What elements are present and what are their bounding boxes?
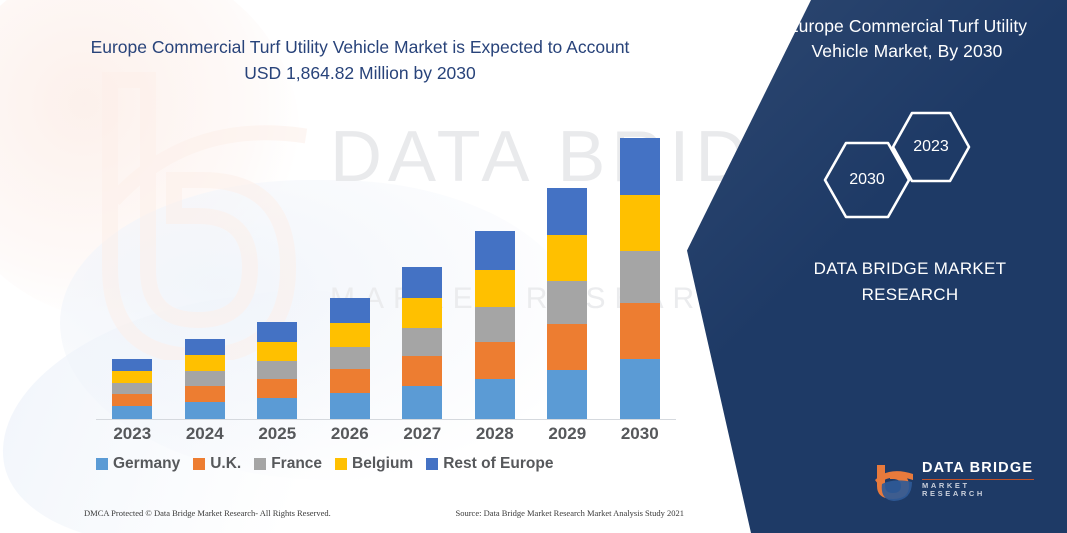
x-axis-label-2028: 2028: [475, 424, 514, 443]
bar-2025: [257, 322, 298, 419]
bar-segment-2024-belgium: [184, 355, 225, 371]
logo-text: DATA BRIDGE MARKET RESEARCH: [922, 460, 1037, 499]
bar-segment-2023-u-k: [112, 394, 153, 406]
hexagon-outline-icon: [823, 141, 911, 219]
bar-segment-2024-germany: [184, 402, 225, 419]
bar-segment-2025-belgium: [257, 342, 298, 361]
hexagon-group: 2030 2023: [812, 108, 1002, 223]
bar-segment-2024-rest-of-europe: [184, 339, 225, 355]
bar-2029: [547, 188, 588, 419]
footer: DMCA Protected © Data Bridge Market Rese…: [84, 508, 684, 518]
bar-segment-2030-france: [619, 251, 660, 303]
page-title: Europe Commercial Turf Utility Vehicle M…: [90, 37, 630, 84]
x-axis-label-2027: 2027: [403, 424, 442, 443]
bar-segment-2029-france: [547, 281, 588, 324]
x-axis-label-2026: 2026: [330, 424, 369, 443]
bar-segment-2024-france: [184, 371, 225, 386]
bar-segment-2030-rest-of-europe: [619, 138, 660, 195]
bar-2023: [112, 359, 153, 419]
bar-segment-2028-germany: [474, 379, 515, 419]
bar-segment-2026-u-k: [329, 369, 370, 393]
bar-segment-2029-u-k: [547, 324, 588, 370]
x-axis-label-2025: 2025: [258, 424, 297, 443]
panel-title: Europe Commercial Turf Utility Vehicle M…: [786, 16, 1028, 62]
bar-segment-2027-france: [402, 328, 443, 356]
legend-label-germany: Germany: [113, 455, 181, 472]
logo: DATA BRIDGE MARKET RESEARCH: [872, 458, 1037, 504]
chart-plot-area: [96, 138, 676, 420]
x-axis-labels: 2023 2024 2025 2026 2027 2028 2029 2030: [96, 424, 676, 450]
bar-segment-2025-germany: [257, 398, 298, 419]
legend-swatch-belgium: [335, 458, 348, 470]
legend-swatch-germany: [96, 458, 108, 470]
bar-segment-2023-rest-of-europe: [112, 359, 153, 371]
bar-segment-2030-u-k: [619, 303, 660, 359]
bar-2024: [184, 339, 225, 419]
stacked-bar-chart: [96, 110, 676, 420]
bar-segment-2030-belgium: [619, 195, 660, 251]
logo-divider: [922, 478, 1034, 480]
bar-2028: [474, 231, 515, 419]
x-axis-label-2024: 2024: [185, 424, 224, 443]
bar-segment-2026-germany: [329, 393, 370, 419]
bar-segment-2026-rest-of-europe: [329, 298, 370, 323]
bar-2027: [402, 267, 443, 419]
panel-brand-text: DATA BRIDGE MARKET RESEARCH: [813, 259, 1007, 304]
bar-segment-2025-rest-of-europe: [257, 322, 298, 342]
hexagon-outline-icon: [891, 111, 971, 183]
bar-segment-2027-u-k: [402, 356, 443, 386]
bar-segment-2029-rest-of-europe: [547, 188, 588, 235]
bar-segment-2029-belgium: [547, 235, 588, 281]
bar-segment-2029-germany: [547, 370, 588, 419]
bar-segment-2027-belgium: [402, 298, 443, 328]
legend-label-france: France: [271, 455, 323, 472]
legend-item-rest-of-europe[interactable]: Rest of Europe: [426, 455, 553, 473]
x-axis-line: [96, 419, 676, 420]
bar-segment-2028-belgium: [474, 270, 515, 307]
bar-segment-2026-france: [329, 347, 370, 369]
footer-copyright: DMCA Protected © Data Bridge Market Rese…: [84, 508, 331, 518]
legend-item-u-k[interactable]: U.K.: [193, 455, 241, 473]
bar-segment-2028-rest-of-europe: [474, 231, 515, 270]
logo-line-2: MARKET RESEARCH: [922, 480, 985, 499]
legend-swatch-france: [254, 458, 267, 470]
bar-2026: [329, 298, 370, 419]
bar-segment-2023-france: [112, 383, 153, 394]
hexagon-2030-label: 2030: [849, 171, 885, 188]
legend-label-rest-of-europe: Rest of Europe: [443, 455, 554, 472]
hexagon-2023-label: 2023: [913, 138, 949, 155]
legend-item-france[interactable]: France: [254, 455, 322, 473]
bar-segment-2030-germany: [619, 359, 660, 419]
bar-segment-2024-u-k: [184, 386, 225, 402]
legend-swatch-u-k: [193, 458, 206, 470]
hexagon-2023: 2023: [890, 110, 972, 184]
legend-label-u-k: U.K.: [210, 455, 242, 472]
chart-legend: Germany U.K. France Belgium Rest of Europe: [96, 455, 676, 473]
bar-segment-2028-u-k: [474, 342, 515, 379]
bar-segment-2025-u-k: [257, 379, 298, 398]
bar-segment-2028-france: [474, 307, 515, 342]
bar-segment-2023-belgium: [112, 371, 153, 383]
bar-segment-2025-france: [257, 361, 298, 379]
bar-segment-2027-rest-of-europe: [402, 267, 443, 298]
legend-swatch-rest-of-europe: [426, 458, 439, 470]
legend-label-belgium: Belgium: [352, 455, 414, 472]
x-axis-label-2023: 2023: [113, 424, 152, 443]
bar-segment-2023-germany: [112, 406, 153, 419]
bar-2030: [619, 138, 660, 419]
x-axis-label-2030: 2030: [620, 424, 659, 443]
legend-item-germany[interactable]: Germany: [96, 455, 180, 473]
bar-segment-2026-belgium: [329, 323, 370, 347]
legend-item-belgium[interactable]: Belgium: [335, 455, 413, 473]
footer-source: Source: Data Bridge Market Research Mark…: [455, 508, 684, 518]
data-bridge-logo-icon: [875, 465, 913, 501]
x-axis-label-2029: 2029: [548, 424, 587, 443]
hexagon-2030: 2030: [822, 140, 912, 220]
bar-segment-2027-germany: [402, 386, 443, 419]
logo-line-1: DATA BRIDGE: [922, 460, 1034, 476]
